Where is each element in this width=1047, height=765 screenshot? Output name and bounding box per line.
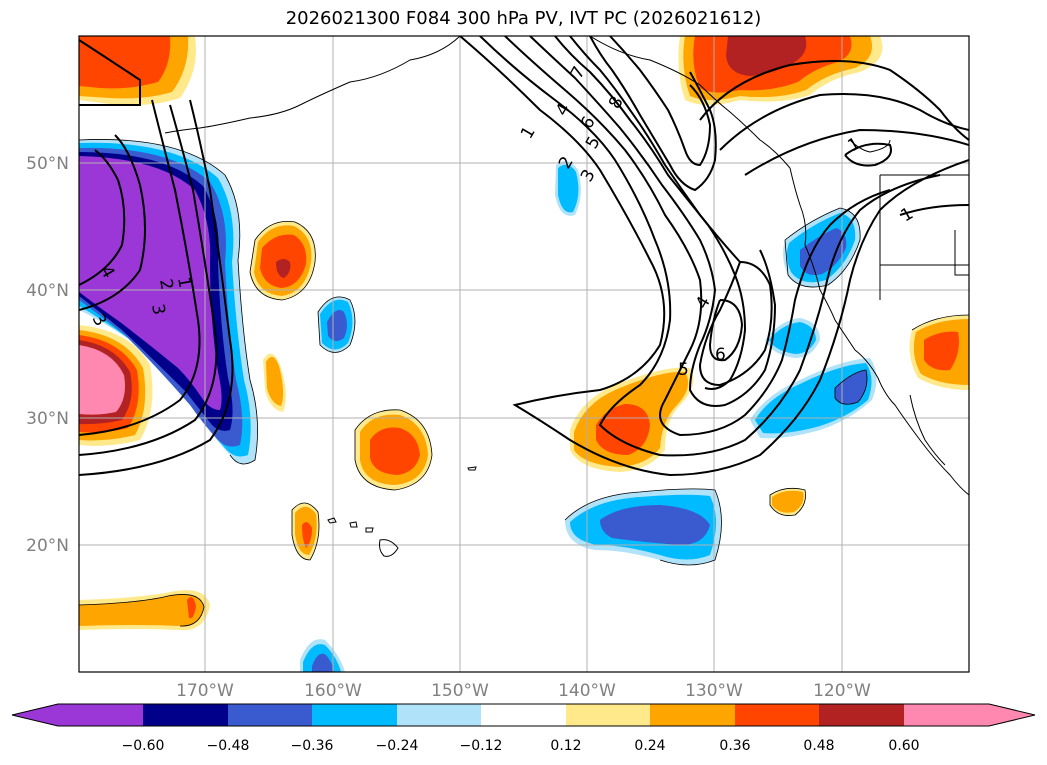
colorbar-tick: 0.48	[803, 738, 834, 754]
colorbar-tick: −0.60	[122, 738, 165, 754]
lon-label-160w: 160°W	[304, 681, 362, 701]
colorbar: −0.60 −0.48 −0.36 −0.24 −0.12 0.12 0.24 …	[11, 703, 1036, 754]
pv-contours	[79, 36, 969, 477]
lon-label-130w: 130°W	[685, 681, 743, 701]
colorbar-low-extend	[12, 704, 58, 726]
colorbar-tick: −0.12	[460, 738, 503, 754]
colorbar-segment	[58, 704, 143, 726]
map-frame	[78, 35, 970, 673]
colorbar-segment	[650, 704, 735, 726]
colorbar-tick: −0.24	[376, 738, 419, 754]
lon-label-140w: 140°W	[558, 681, 616, 701]
contour-label: 3	[147, 302, 169, 316]
lat-label-20n: 20°N	[26, 536, 69, 556]
colorbar-tick: 0.24	[634, 738, 665, 754]
latitude-labels: 50°N 40°N 30°N 20°N	[26, 154, 69, 556]
colorbar-tick: −0.48	[207, 738, 250, 754]
colorbar-segment	[566, 704, 650, 726]
colorbar-segment	[819, 704, 904, 726]
longitude-labels: 170°W 160°W 150°W 140°W 130°W 120°W	[176, 681, 871, 701]
contour-label: 5	[678, 360, 689, 380]
colorbar-segment	[481, 704, 566, 726]
contour-label: 2	[155, 277, 177, 291]
contour-label: 1	[173, 275, 195, 289]
colorbar-segment	[397, 704, 481, 726]
shading-outlines	[79, 139, 969, 627]
colorbar-segment	[143, 704, 228, 726]
grid-lines	[79, 36, 969, 672]
colorbar-segment	[228, 704, 312, 726]
colorbar-tick: 0.12	[550, 738, 581, 754]
lat-label-50n: 50°N	[26, 154, 69, 174]
coastlines	[164, 36, 969, 557]
lat-label-40n: 40°N	[26, 281, 69, 301]
colorbar-tick: −0.36	[291, 738, 334, 754]
colorbar-tick: 0.36	[719, 738, 750, 754]
colorbar-segment	[735, 704, 819, 726]
colorbar-segment	[904, 704, 989, 726]
contour-label: 6	[715, 345, 726, 365]
lon-label-120w: 120°W	[813, 681, 871, 701]
lat-label-30n: 30°N	[26, 409, 69, 429]
map-title: 2026021300 F084 300 hPa PV, IVT PC (2026…	[285, 8, 762, 29]
lon-label-150w: 150°W	[431, 681, 489, 701]
map-area: 1 2 3 4 5 6 7 8 6 5 4 3 2 1 4 3 1 1	[79, 36, 969, 672]
colorbar-segment	[312, 704, 397, 726]
colorbar-tick: 0.60	[888, 738, 919, 754]
lon-label-170w: 170°W	[176, 681, 234, 701]
colorbar-high-extend	[989, 704, 1035, 726]
